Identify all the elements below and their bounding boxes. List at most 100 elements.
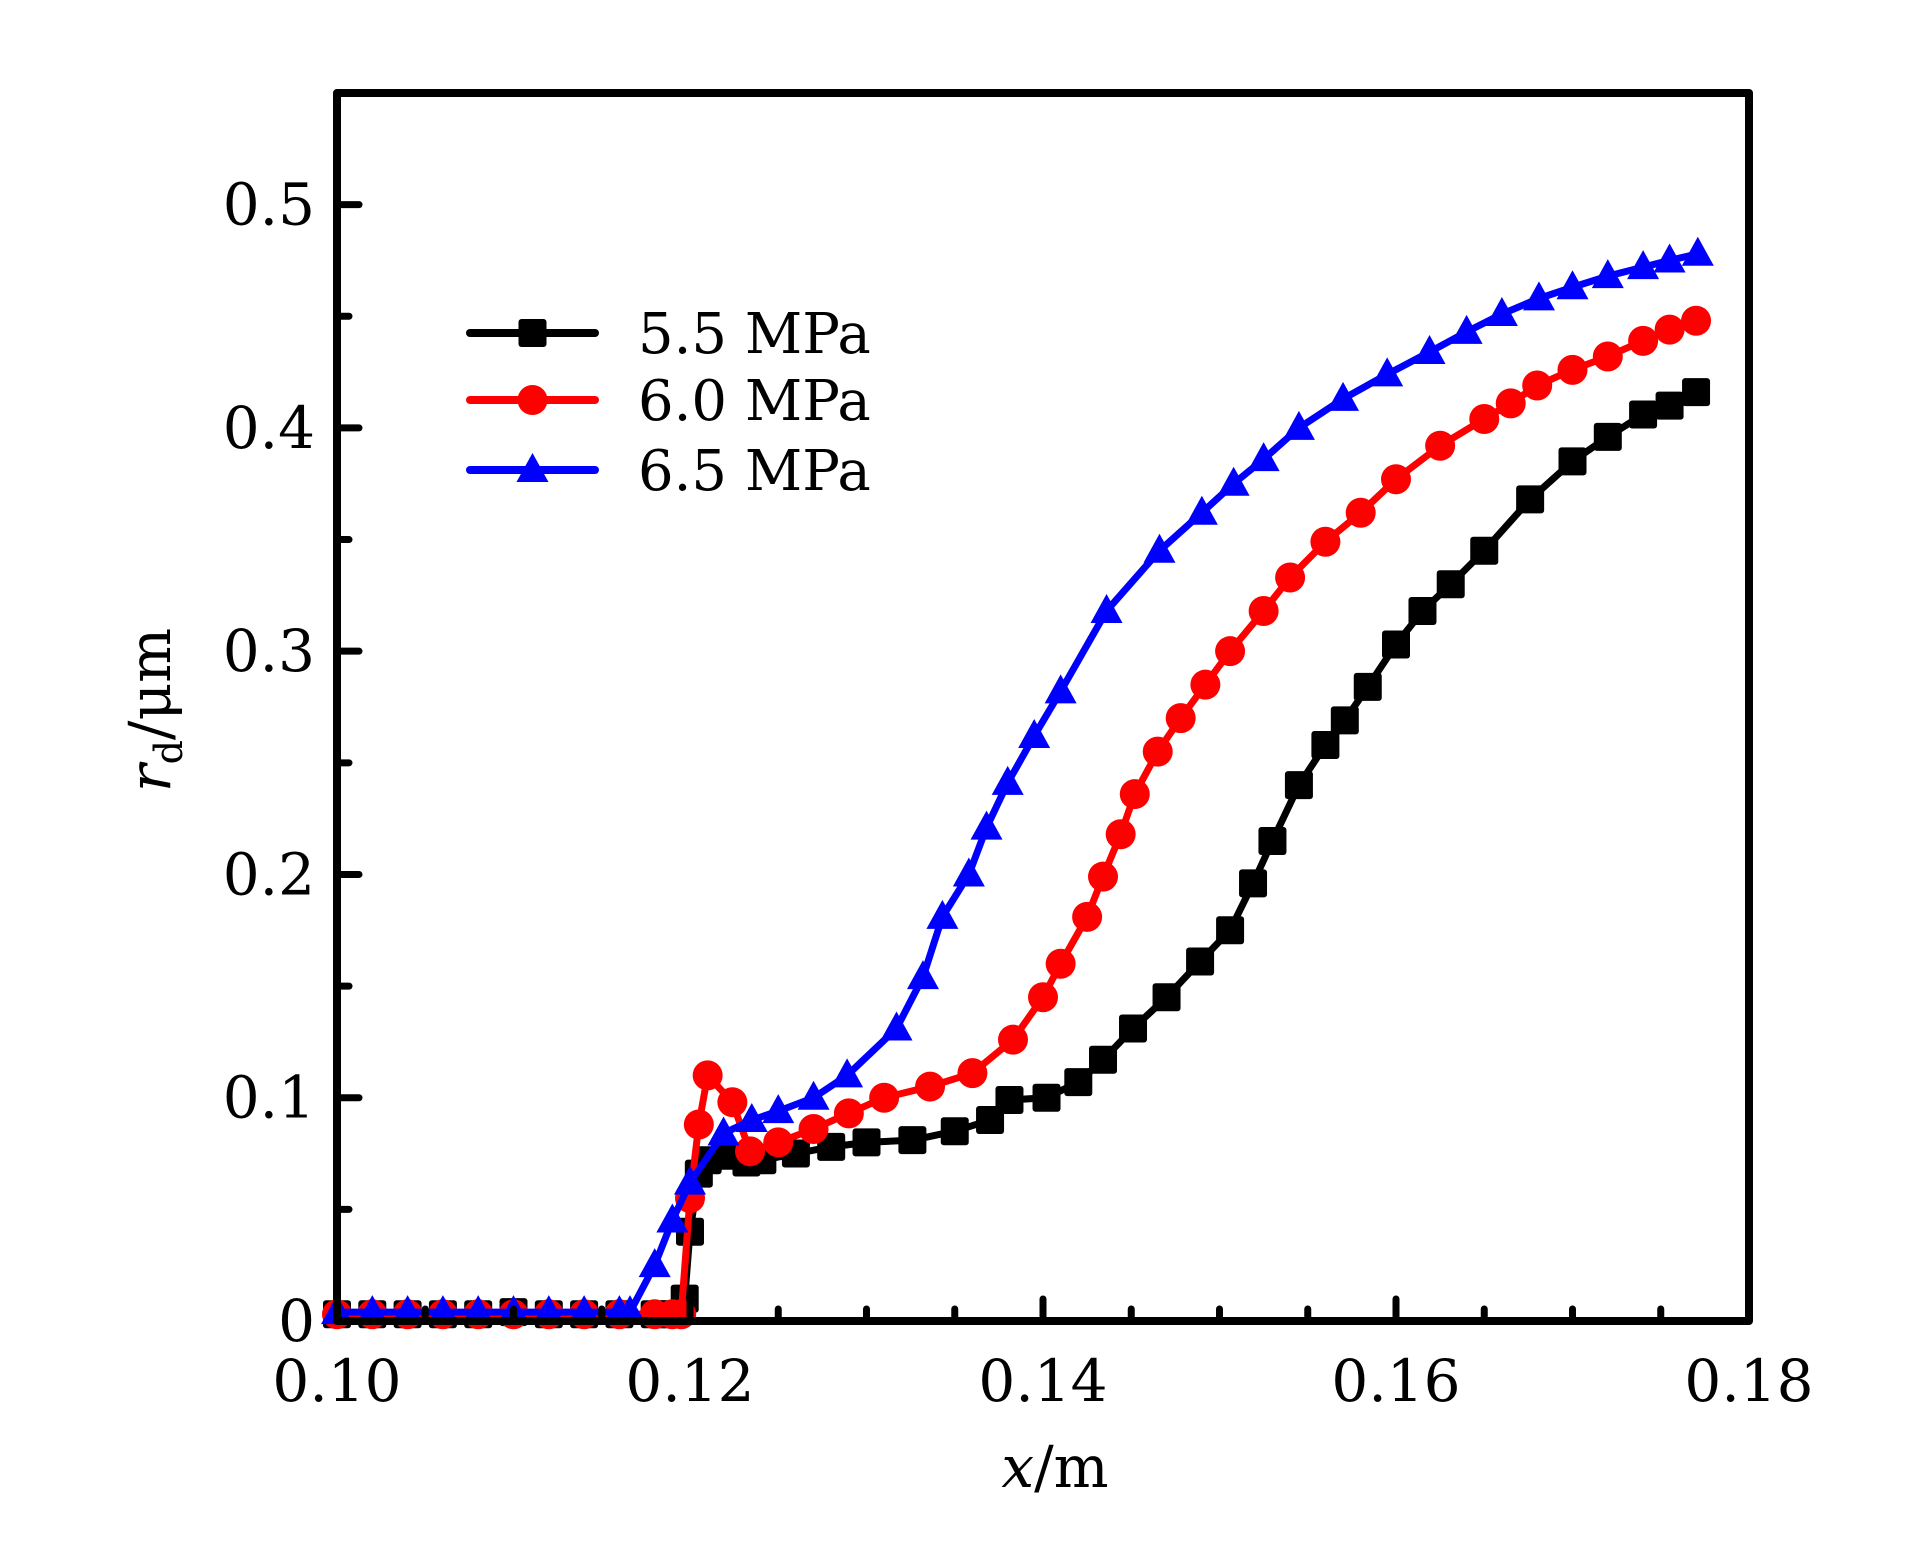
data-point — [1284, 771, 1313, 800]
data-point — [880, 1011, 913, 1041]
data-point — [1345, 497, 1376, 528]
plot-frame — [333, 89, 1753, 1325]
data-point — [1593, 422, 1622, 451]
x-tick-label: 0.18 — [1684, 1347, 1813, 1415]
data-point — [926, 899, 959, 929]
data-point — [1239, 869, 1268, 898]
data-point — [674, 1165, 706, 1195]
data-point — [952, 857, 985, 887]
data-point — [683, 1109, 714, 1140]
data-point — [1089, 1045, 1118, 1074]
data-point — [1413, 334, 1446, 364]
data-point — [717, 1087, 748, 1118]
data-point — [1382, 630, 1410, 659]
data-point — [1142, 736, 1173, 767]
y-tick-label: 0.1 — [223, 1064, 315, 1132]
x-tick-label: 0.16 — [1331, 1347, 1460, 1415]
data-point — [1119, 779, 1150, 810]
series-5-5-mpa — [323, 378, 1711, 1329]
data-point — [1105, 819, 1136, 850]
data-point — [1653, 243, 1686, 273]
data-point — [462, 1295, 495, 1325]
legend-marker-circle-icon — [517, 385, 548, 415]
data-point — [1165, 703, 1196, 734]
data-point — [1682, 378, 1711, 407]
x-axis-title-unit: /m — [1034, 1433, 1109, 1501]
y-axis-title-variable: r — [116, 761, 184, 792]
legend-item: 6.0 MPa — [466, 369, 871, 434]
data-point — [1248, 595, 1279, 626]
x-tick-label: 0.12 — [625, 1347, 754, 1415]
data-point — [1450, 314, 1483, 344]
data-point — [995, 1085, 1024, 1114]
y-axis-ticks — [333, 89, 363, 1325]
data-point — [1655, 391, 1684, 420]
data-point — [692, 1060, 723, 1091]
y-tick-label: 0.5 — [223, 171, 315, 239]
y-tick-label: 0.3 — [223, 617, 315, 685]
x-axis-title: x/m — [1001, 1433, 1108, 1501]
data-point — [817, 1132, 846, 1161]
y-tick-label: 0.2 — [223, 840, 315, 908]
data-point — [391, 1295, 424, 1325]
data-point — [762, 1094, 795, 1124]
data-point — [1408, 596, 1437, 625]
data-point — [1090, 593, 1123, 623]
data-point — [798, 1113, 829, 1144]
data-point — [1088, 861, 1119, 892]
data-point — [833, 1098, 864, 1129]
data-point — [707, 1116, 740, 1146]
data-point — [1495, 388, 1526, 419]
data-point — [1119, 1014, 1148, 1043]
data-point — [656, 1203, 689, 1233]
data-point — [1470, 536, 1499, 565]
data-point — [797, 1080, 830, 1110]
data-point — [1522, 370, 1553, 401]
data-point — [1143, 533, 1176, 563]
data-point — [1485, 297, 1518, 327]
data-point — [568, 1295, 601, 1325]
legend-marker-triangle-icon — [516, 453, 549, 482]
data-point — [735, 1103, 768, 1133]
data-point — [970, 810, 1003, 840]
data-point — [1627, 250, 1660, 280]
data-point — [613, 1295, 646, 1325]
legend-label: 6.0 MPa — [638, 369, 871, 434]
data-point — [1185, 495, 1218, 525]
data-point — [1216, 916, 1245, 945]
data-point — [1282, 410, 1315, 440]
data-point — [1072, 901, 1103, 932]
data-point — [1469, 403, 1500, 434]
data-point — [1592, 341, 1623, 372]
y-axis-tick-labels: 0 0.1 0.2 0.3 0.4 0.5 — [223, 171, 315, 1355]
data-point — [1186, 947, 1215, 976]
data-point — [426, 1295, 459, 1325]
data-point — [1310, 526, 1341, 557]
legend-label: 5.5 MPa — [638, 302, 871, 367]
x-tick-label: 0.14 — [978, 1347, 1107, 1415]
data-point — [1654, 314, 1685, 345]
data-point — [898, 1126, 927, 1155]
data-point — [638, 1248, 671, 1278]
data-point — [1381, 464, 1411, 495]
data-point — [1152, 983, 1181, 1012]
data-point — [906, 960, 939, 990]
data-point — [1516, 485, 1545, 514]
series-6-5-mpa — [321, 236, 1714, 1325]
x-axis-tick-labels: 0.10 0.12 0.14 0.16 0.18 — [272, 1347, 1813, 1415]
data-point — [1064, 1068, 1093, 1097]
data-point — [1681, 236, 1714, 266]
data-point — [1556, 270, 1589, 300]
data-point — [1557, 354, 1588, 385]
y-axis-title-unit: /μm — [116, 628, 184, 740]
data-point — [1190, 669, 1221, 700]
data-point — [1044, 674, 1077, 704]
data-point — [957, 1058, 988, 1089]
data-point — [1629, 400, 1658, 429]
data-point — [1681, 305, 1712, 336]
data-point — [735, 1136, 766, 1167]
data-point — [532, 1295, 565, 1325]
data-point — [1032, 1083, 1061, 1112]
x-tick-label: 0.10 — [272, 1347, 401, 1415]
